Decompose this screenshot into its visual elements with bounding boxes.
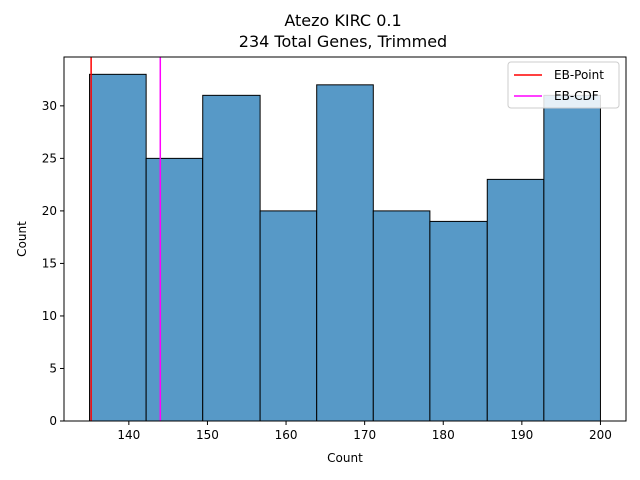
x-tick-label: 140 <box>117 428 140 442</box>
plot-frame <box>63 56 627 422</box>
chart-title-line-1: Atezo KIRC 0.1 <box>284 11 401 30</box>
histogram-bar-3 <box>202 94 261 422</box>
reference-lines <box>90 57 162 421</box>
legend: EB-Point EB-CDF <box>507 61 620 109</box>
y-tick-label: 5 <box>49 361 57 375</box>
x-tick-label: 160 <box>275 428 298 442</box>
y-tick-label: 20 <box>42 204 57 218</box>
y-tick-label: 0 <box>49 414 57 428</box>
y-axis-ticks: 0 5 10 15 20 25 30 <box>42 99 64 428</box>
histogram-bar-9 <box>543 94 601 422</box>
histogram-bar-6 <box>372 210 431 422</box>
y-tick-label: 15 <box>42 256 57 270</box>
y-tick-label: 25 <box>42 151 57 165</box>
x-tick-label: 200 <box>589 428 612 442</box>
histogram-bar-1 <box>89 73 147 422</box>
histogram-bar-7 <box>429 220 488 422</box>
chart-title-line-2: 234 Total Genes, Trimmed <box>239 32 447 51</box>
x-tick-label: 170 <box>353 428 376 442</box>
legend-label-eb-cdf: EB-CDF <box>554 89 599 103</box>
histogram-bars <box>89 73 601 422</box>
x-tick-label: 150 <box>196 428 219 442</box>
x-axis-label: Count <box>327 451 363 465</box>
legend-label-eb-point: EB-Point <box>554 68 604 82</box>
y-tick-label: 10 <box>42 309 57 323</box>
x-tick-label: 180 <box>432 428 455 442</box>
histogram-bar-2 <box>145 157 204 422</box>
histogram-bar-8 <box>486 178 545 422</box>
x-tick-label: 190 <box>510 428 533 442</box>
histogram-bar-4 <box>259 210 318 422</box>
y-tick-label: 30 <box>42 99 57 113</box>
histogram-bar-5 <box>316 84 374 422</box>
y-axis-label: Count <box>15 221 29 257</box>
x-axis-ticks: 140 150 160 170 180 190 200 <box>117 421 612 442</box>
